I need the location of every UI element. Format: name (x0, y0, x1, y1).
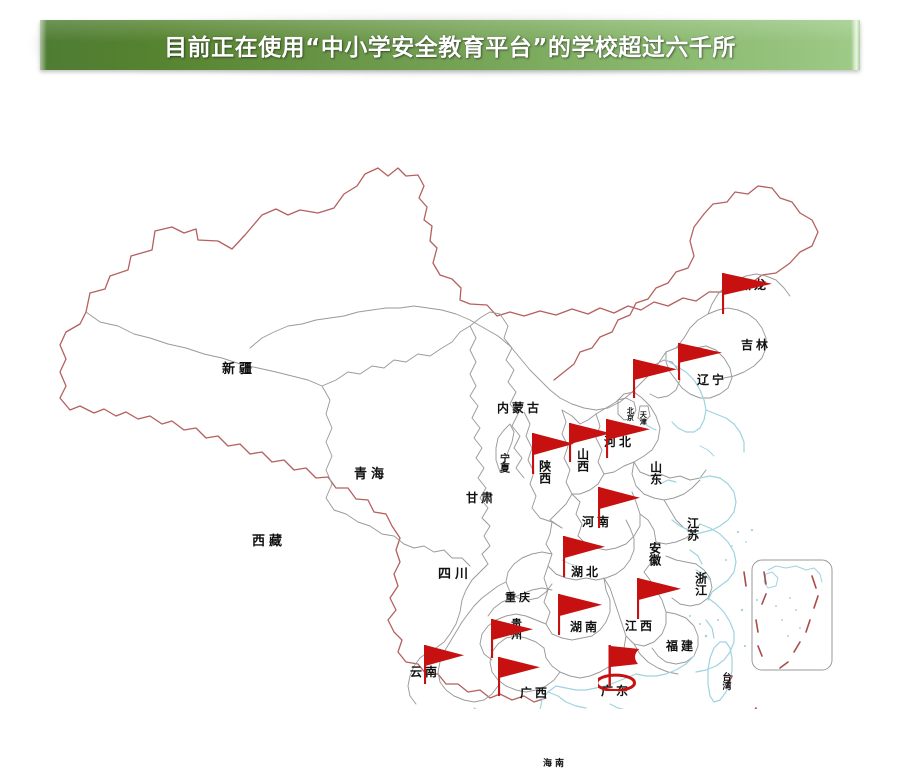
banner-gloss (40, 20, 860, 42)
flag-pennant (638, 578, 681, 601)
page-title: 目前正在使用“中小学安全教育平台”的学校超过六千所 (164, 35, 736, 61)
national-border (85, 167, 819, 381)
flag-heilongjiang[interactable] (721, 272, 773, 314)
flag-icon (595, 645, 640, 693)
coastline (473, 359, 745, 709)
flag-pennant (723, 273, 772, 296)
flag-pennant (533, 433, 574, 456)
slide-root: 目前正在使用“中小学安全教育平台”的学校超过六千所 (0, 14, 898, 769)
flag-icon (598, 487, 640, 528)
banner-right-edge (851, 20, 860, 70)
flag-jiangxi[interactable] (636, 577, 682, 619)
flag-icon (569, 423, 611, 462)
flag-icon (558, 594, 602, 635)
flag-yunnan[interactable] (423, 644, 465, 684)
nine-dash-line-main (725, 571, 757, 709)
national-border-southwest (59, 311, 547, 703)
flag-guangdong[interactable] (595, 643, 640, 693)
flag-pole (608, 645, 611, 687)
flag-guangxi[interactable] (497, 656, 541, 696)
flag-hunan[interactable] (557, 593, 603, 635)
flag-pennant (559, 594, 602, 617)
flag-pennant (499, 657, 540, 678)
flag-pennant (634, 359, 677, 380)
map-svg (59, 167, 833, 709)
province-borders (85, 273, 791, 705)
title-banner: 目前正在使用“中小学安全教育平台”的学校超过六千所 (32, 14, 860, 76)
flag-pennant (679, 343, 722, 363)
flag-pennant (599, 487, 640, 510)
banner-left-edge (40, 20, 47, 70)
flag-icon (532, 433, 574, 474)
flag-icon (606, 419, 650, 458)
flag-icon (563, 536, 605, 577)
flag-icon (498, 657, 540, 696)
flag-liaoning[interactable] (632, 358, 678, 398)
flag-icon (633, 359, 677, 398)
flag-icon (722, 273, 772, 314)
flag-icon (637, 578, 681, 619)
flag-pennant (425, 645, 464, 666)
province-label-hainan: 海南 (543, 759, 568, 769)
nine-dash-line (755, 571, 819, 669)
flag-icon (424, 645, 464, 684)
highlight-ring (595, 673, 637, 693)
banner-body (40, 20, 860, 70)
island-dots (689, 545, 758, 648)
flag-jilin[interactable] (677, 342, 723, 380)
flag-icon (678, 343, 722, 380)
flag-pennant (607, 419, 650, 440)
flag-shanxi[interactable] (568, 422, 612, 462)
flag-icon (491, 619, 533, 658)
flag-banner (610, 646, 640, 667)
flag-hubei[interactable] (562, 535, 606, 577)
flag-pennant (570, 423, 611, 444)
flag-pennant (492, 619, 533, 640)
flag-hebei[interactable] (605, 418, 651, 458)
flag-pennant (564, 536, 605, 559)
flag-henan[interactable] (597, 486, 641, 528)
south-china-sea-inset (751, 559, 833, 671)
flag-shaanxi[interactable] (531, 432, 575, 474)
flag-guizhou[interactable] (490, 618, 534, 658)
china-map: 新疆西藏青海甘肃内蒙古宁夏陕西山西河北北京天津山东河南江苏安徽浙江湖北四川重庆贵… (0, 80, 898, 769)
